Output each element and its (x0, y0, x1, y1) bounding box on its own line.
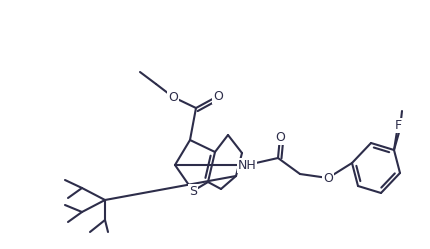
Text: S: S (189, 185, 197, 197)
Text: O: O (274, 130, 284, 143)
Text: O: O (168, 90, 178, 104)
Text: O: O (322, 172, 332, 185)
Text: O: O (212, 89, 222, 103)
Text: NH: NH (237, 159, 256, 172)
Text: F: F (393, 119, 401, 131)
